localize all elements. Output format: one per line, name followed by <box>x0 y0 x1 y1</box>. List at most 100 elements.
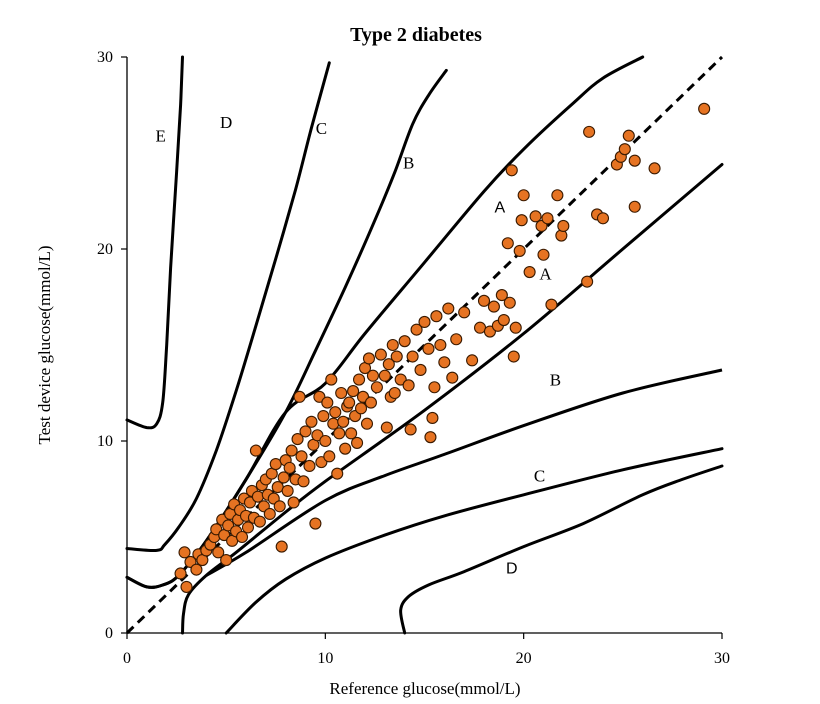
data-point <box>495 289 508 302</box>
data-point <box>698 102 711 115</box>
data-point <box>501 237 514 250</box>
data-point <box>523 265 536 279</box>
zone-label: A <box>539 265 552 284</box>
data-point <box>333 427 346 440</box>
data-point <box>410 323 423 336</box>
data-point <box>241 521 255 534</box>
data-point <box>380 421 393 434</box>
data-point <box>581 275 594 288</box>
x-tick-label: 30 <box>714 650 730 667</box>
data-point <box>251 490 264 503</box>
y-tick-label: 30 <box>97 49 113 66</box>
y-tick-label: 20 <box>97 241 113 258</box>
data-point <box>297 475 310 488</box>
zone-boundary-line <box>224 447 724 635</box>
data-point <box>273 500 286 513</box>
data-point <box>398 335 411 348</box>
data-point <box>329 406 342 419</box>
data-point <box>277 471 290 484</box>
data-point <box>374 348 387 361</box>
data-point <box>299 425 312 438</box>
zone-label: C <box>316 119 327 138</box>
data-point <box>507 350 520 363</box>
data-point <box>583 125 596 138</box>
data-point <box>321 396 334 409</box>
data-point <box>382 358 395 371</box>
data-point <box>362 352 376 365</box>
data-point <box>438 356 451 369</box>
data-point <box>295 450 308 463</box>
data-point <box>434 338 447 352</box>
data-point <box>178 546 191 559</box>
zone-label: E <box>156 126 166 145</box>
data-point <box>190 563 203 576</box>
zone-label: D <box>220 113 232 132</box>
data-point <box>545 298 558 311</box>
data-point <box>422 342 435 355</box>
data-point <box>390 350 403 363</box>
data-point <box>331 467 344 480</box>
data-point <box>618 143 631 156</box>
data-point <box>386 338 399 352</box>
zone-boundary-line <box>399 464 724 635</box>
zone-boundary-line <box>125 55 645 589</box>
zone-boundary-line <box>125 55 184 430</box>
data-point <box>551 189 564 202</box>
data-point <box>323 450 336 463</box>
data-point <box>283 461 296 474</box>
data-point <box>291 433 304 446</box>
data-point <box>364 396 378 409</box>
data-point <box>366 369 379 382</box>
data-point <box>335 386 348 400</box>
zone-label: D <box>506 560 518 577</box>
data-point <box>360 417 374 430</box>
zone-boundary-line <box>125 61 331 553</box>
data-point <box>406 350 419 363</box>
data-point <box>515 214 528 227</box>
data-point <box>424 431 437 444</box>
zone-boundary-line <box>205 368 723 577</box>
data-point <box>287 496 300 509</box>
data-point <box>285 444 298 457</box>
data-point <box>513 244 526 257</box>
data-point <box>275 540 288 553</box>
data-point <box>271 481 284 494</box>
data-point <box>426 411 439 425</box>
data-point <box>517 189 530 202</box>
data-point <box>269 457 282 471</box>
y-tick-label: 10 <box>97 433 113 450</box>
data-point <box>253 515 266 528</box>
data-point <box>343 396 356 409</box>
zone-label: B <box>550 370 561 389</box>
data-point <box>263 507 276 521</box>
data-point <box>473 321 487 334</box>
data-point <box>509 321 522 334</box>
y-tick-label: 0 <box>105 625 113 642</box>
plot-area: 0 10 20 30 0 10 20 30 E D C B A A B C D <box>97 49 730 667</box>
data-point <box>317 409 330 423</box>
data-point <box>180 580 193 593</box>
data-point <box>220 553 233 567</box>
data-point <box>212 546 225 559</box>
data-point <box>337 415 350 428</box>
zone-boundary-line <box>181 163 724 635</box>
data-point <box>414 363 427 377</box>
data-point <box>319 434 332 448</box>
data-point <box>450 333 463 346</box>
x-tick-label: 10 <box>317 650 333 667</box>
x-tick-label: 20 <box>516 650 532 667</box>
data-point <box>249 444 262 457</box>
data-point <box>388 386 401 400</box>
data-point <box>327 417 340 430</box>
data-point <box>622 129 635 142</box>
y-axis-label: Test device glucose(mmol/L) <box>35 246 54 445</box>
data-point <box>529 210 542 223</box>
chart-title: Type 2 diabetes <box>350 24 482 46</box>
data-point <box>347 385 360 398</box>
data-point <box>309 517 322 530</box>
data-point <box>430 310 443 323</box>
data-point <box>404 423 417 436</box>
data-point <box>303 459 316 473</box>
data-point <box>339 442 352 455</box>
